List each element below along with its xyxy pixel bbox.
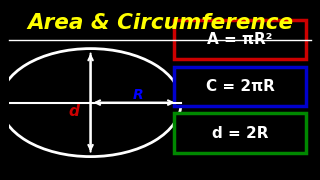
Text: R: R: [132, 87, 143, 102]
FancyBboxPatch shape: [173, 67, 307, 106]
Text: d = 2R: d = 2R: [212, 126, 268, 141]
Text: Area & Circumference: Area & Circumference: [27, 13, 293, 33]
Text: d: d: [68, 104, 79, 119]
Text: C = 2πR: C = 2πR: [205, 79, 275, 94]
Text: A = πR²: A = πR²: [207, 32, 273, 47]
FancyBboxPatch shape: [173, 113, 307, 153]
FancyBboxPatch shape: [173, 20, 307, 59]
